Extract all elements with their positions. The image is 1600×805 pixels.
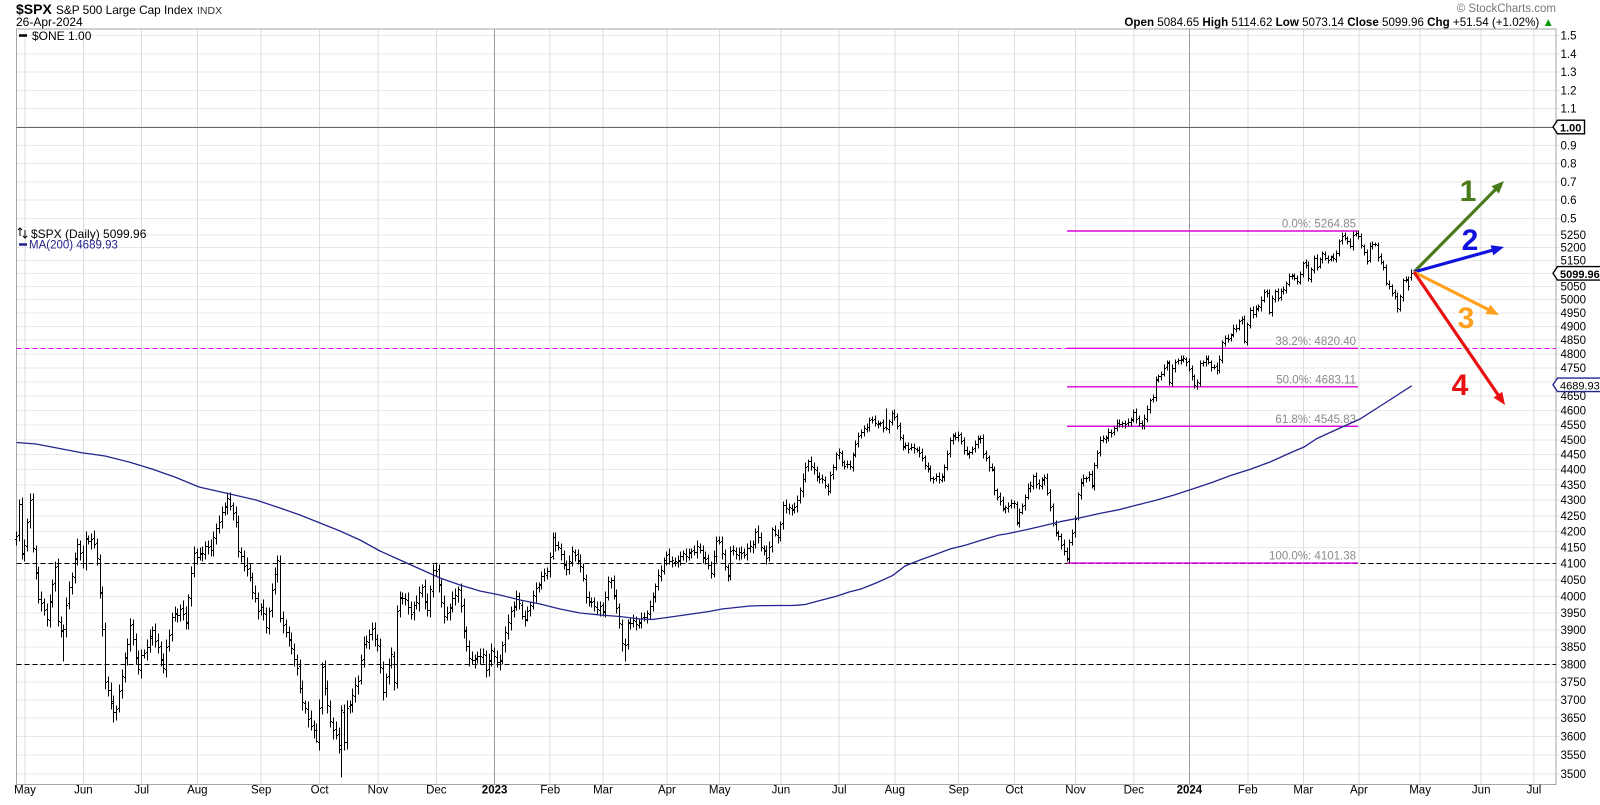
svg-text:Mar: Mar: [593, 785, 613, 797]
svg-text:Oct: Oct: [1005, 785, 1024, 797]
svg-text:38.2%: 4820.40: 38.2%: 4820.40: [1275, 336, 1356, 348]
svg-text:0.6: 0.6: [1561, 195, 1577, 207]
svg-text:1.1: 1.1: [1561, 104, 1577, 116]
svg-text:4950: 4950: [1561, 308, 1587, 320]
svg-text:1.3: 1.3: [1561, 67, 1577, 79]
svg-text:Dec: Dec: [426, 785, 447, 797]
svg-text:5099.96: 5099.96: [1560, 269, 1600, 281]
svg-text:Nov: Nov: [1065, 785, 1086, 797]
svg-text:4050: 4050: [1561, 575, 1587, 587]
svg-text:1: 1: [1460, 175, 1477, 208]
svg-text:4689.93: 4689.93: [1560, 380, 1600, 392]
svg-text:Jun: Jun: [74, 785, 93, 797]
svg-text:0.8: 0.8: [1561, 159, 1577, 171]
svg-text:3950: 3950: [1561, 608, 1587, 620]
svg-text:4650: 4650: [1561, 391, 1587, 403]
svg-text:3900: 3900: [1561, 625, 1587, 637]
svg-text:0.9: 0.9: [1561, 140, 1577, 152]
svg-text:Mar: Mar: [1293, 785, 1313, 797]
svg-text:Feb: Feb: [540, 785, 560, 797]
svg-text:Apr: Apr: [1350, 785, 1368, 797]
svg-text:Dec: Dec: [1124, 785, 1145, 797]
svg-text:Jul: Jul: [134, 785, 149, 797]
svg-text:4550: 4550: [1561, 420, 1587, 432]
svg-text:INDX: INDX: [197, 5, 222, 17]
svg-text:© StockCharts.com: © StockCharts.com: [1457, 3, 1556, 15]
svg-text:3650: 3650: [1561, 713, 1587, 725]
svg-text:Sep: Sep: [251, 785, 271, 797]
svg-text:$SPX (Daily) 5099.96: $SPX (Daily) 5099.96: [31, 227, 147, 241]
svg-text:1.00: 1.00: [1560, 123, 1581, 135]
svg-text:3700: 3700: [1561, 695, 1587, 707]
svg-text:3800: 3800: [1561, 660, 1587, 672]
svg-text:3550: 3550: [1561, 750, 1587, 762]
svg-text:4100: 4100: [1561, 559, 1587, 571]
svg-text:Jul: Jul: [1527, 785, 1542, 797]
svg-text:Aug: Aug: [187, 785, 207, 797]
svg-text:4150: 4150: [1561, 543, 1587, 555]
svg-text:Sep: Sep: [948, 785, 968, 797]
svg-text:4850: 4850: [1561, 335, 1587, 347]
svg-text:4000: 4000: [1561, 591, 1587, 603]
svg-text:Feb: Feb: [1238, 785, 1258, 797]
svg-text:May: May: [1409, 785, 1431, 797]
svg-text:4300: 4300: [1561, 495, 1587, 507]
svg-text:4: 4: [1452, 369, 1469, 402]
svg-text:Aug: Aug: [885, 785, 905, 797]
svg-text:5150: 5150: [1561, 255, 1587, 267]
svg-text:2024: 2024: [1177, 785, 1203, 797]
svg-text:4350: 4350: [1561, 480, 1587, 492]
svg-text:3850: 3850: [1561, 642, 1587, 654]
svg-text:4400: 4400: [1561, 465, 1587, 477]
svg-text:2023: 2023: [482, 785, 508, 797]
svg-text:0.5: 0.5: [1561, 214, 1577, 226]
svg-text:$ONE 1.00: $ONE 1.00: [32, 29, 92, 43]
svg-text:5200: 5200: [1561, 243, 1587, 255]
svg-text:5250: 5250: [1561, 230, 1587, 242]
svg-text:4450: 4450: [1561, 450, 1587, 462]
svg-text:4800: 4800: [1561, 349, 1587, 361]
svg-text:1.5: 1.5: [1561, 31, 1577, 43]
svg-text:Jul: Jul: [832, 785, 847, 797]
svg-text:Oct: Oct: [311, 785, 330, 797]
svg-text:May: May: [14, 785, 36, 797]
svg-text:26-Apr-2024: 26-Apr-2024: [16, 15, 83, 29]
svg-text:3500: 3500: [1561, 769, 1587, 781]
svg-text:0.7: 0.7: [1561, 177, 1577, 189]
svg-text:S&P 500 Large Cap Index: S&P 500 Large Cap Index: [56, 3, 193, 17]
svg-text:Apr: Apr: [658, 785, 676, 797]
svg-text:Jun: Jun: [1472, 785, 1491, 797]
svg-text:Nov: Nov: [368, 785, 389, 797]
svg-text:Open 5084.65 High 5114.62 Low: Open 5084.65 High 5114.62 Low 5073.14 Cl…: [1124, 16, 1554, 29]
svg-text:4750: 4750: [1561, 363, 1587, 375]
svg-text:4600: 4600: [1561, 406, 1587, 418]
svg-text:2: 2: [1462, 224, 1479, 257]
svg-text:5000: 5000: [1561, 295, 1587, 307]
svg-text:May: May: [709, 785, 731, 797]
svg-text:Jun: Jun: [772, 785, 791, 797]
svg-text:4250: 4250: [1561, 511, 1587, 523]
svg-text:1.2: 1.2: [1561, 85, 1577, 97]
svg-text:1.4: 1.4: [1561, 49, 1578, 61]
svg-text:$SPX: $SPX: [16, 1, 52, 17]
svg-text:4500: 4500: [1561, 435, 1587, 447]
svg-text:3: 3: [1458, 302, 1475, 335]
svg-text:3750: 3750: [1561, 677, 1587, 689]
svg-text:50.0%: 4683.11: 50.0%: 4683.11: [1276, 374, 1356, 386]
svg-text:5050: 5050: [1561, 281, 1587, 293]
svg-text:3600: 3600: [1561, 732, 1587, 744]
svg-text:100.0%: 4101.38: 100.0%: 4101.38: [1269, 551, 1356, 563]
svg-text:4200: 4200: [1561, 527, 1587, 539]
svg-text:MA(200) 4689.93: MA(200) 4689.93: [29, 240, 118, 252]
svg-text:0.0%: 5264.85: 0.0%: 5264.85: [1282, 219, 1356, 231]
svg-text:4900: 4900: [1561, 322, 1587, 334]
svg-text:61.8%: 4545.83: 61.8%: 4545.83: [1275, 414, 1356, 426]
